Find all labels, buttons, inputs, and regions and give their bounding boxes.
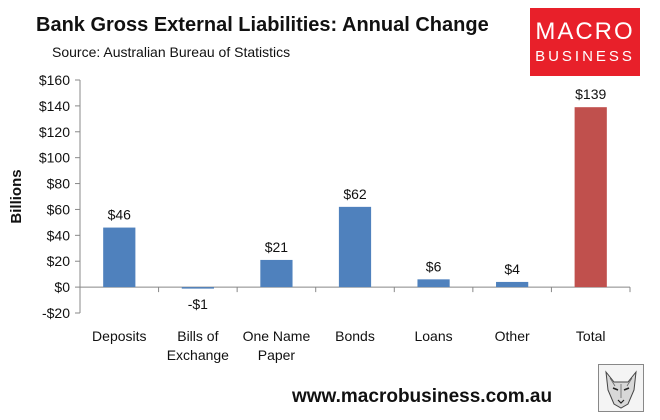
category-label: One Name xyxy=(243,328,311,344)
wolf-icon xyxy=(598,364,644,412)
macrobusiness-logo: MACRO BUSINESS xyxy=(530,8,640,76)
y-tick-label: -$20 xyxy=(42,305,70,321)
y-tick-label: $160 xyxy=(39,72,70,88)
y-tick-label: $60 xyxy=(47,201,71,217)
labels: -$20 $0 $20 $40 $60 $80 $100 $120 $140 $160 Billio… xyxy=(8,72,606,363)
y-tick-label: $20 xyxy=(47,253,71,269)
y-tick-label: $100 xyxy=(39,150,70,166)
data-label: -$1 xyxy=(188,296,208,312)
chart-subtitle: Source: Australian Bureau of Statistics xyxy=(52,44,291,60)
category-label: Bonds xyxy=(335,328,375,344)
bar xyxy=(338,206,372,288)
footer-url: www.macrobusiness.com.au xyxy=(292,386,553,407)
bar xyxy=(103,227,136,288)
category-label: Deposits xyxy=(92,328,146,344)
category-label: Total xyxy=(576,328,606,344)
data-label: $4 xyxy=(504,261,520,277)
bar xyxy=(496,281,529,288)
category-label: Bills of xyxy=(177,328,218,344)
bar xyxy=(181,287,214,289)
category-label: Loans xyxy=(414,328,452,344)
bar xyxy=(574,107,607,288)
category-label: Exchange xyxy=(167,347,229,363)
logo-line-1: MACRO xyxy=(535,18,635,45)
category-label: Paper xyxy=(258,347,296,363)
bars xyxy=(103,107,607,289)
data-label: $62 xyxy=(343,186,367,202)
bar xyxy=(260,259,293,288)
y-axis-title: Billions xyxy=(8,169,25,223)
data-label: $6 xyxy=(426,258,442,274)
data-label: $139 xyxy=(575,86,606,102)
data-label: $21 xyxy=(265,239,289,255)
data-label: $46 xyxy=(108,207,132,223)
y-tick-label: $0 xyxy=(54,279,70,295)
y-tick-label: $40 xyxy=(47,227,71,243)
y-tick-label: $120 xyxy=(39,124,70,140)
logo-line-2: BUSINESS xyxy=(535,48,635,65)
category-label: Other xyxy=(495,328,530,344)
chart-title: Bank Gross External Liabilities: Annual … xyxy=(36,14,489,36)
y-tick-label: $140 xyxy=(39,98,70,114)
bar xyxy=(417,279,450,288)
y-tick-label: $80 xyxy=(47,176,71,192)
